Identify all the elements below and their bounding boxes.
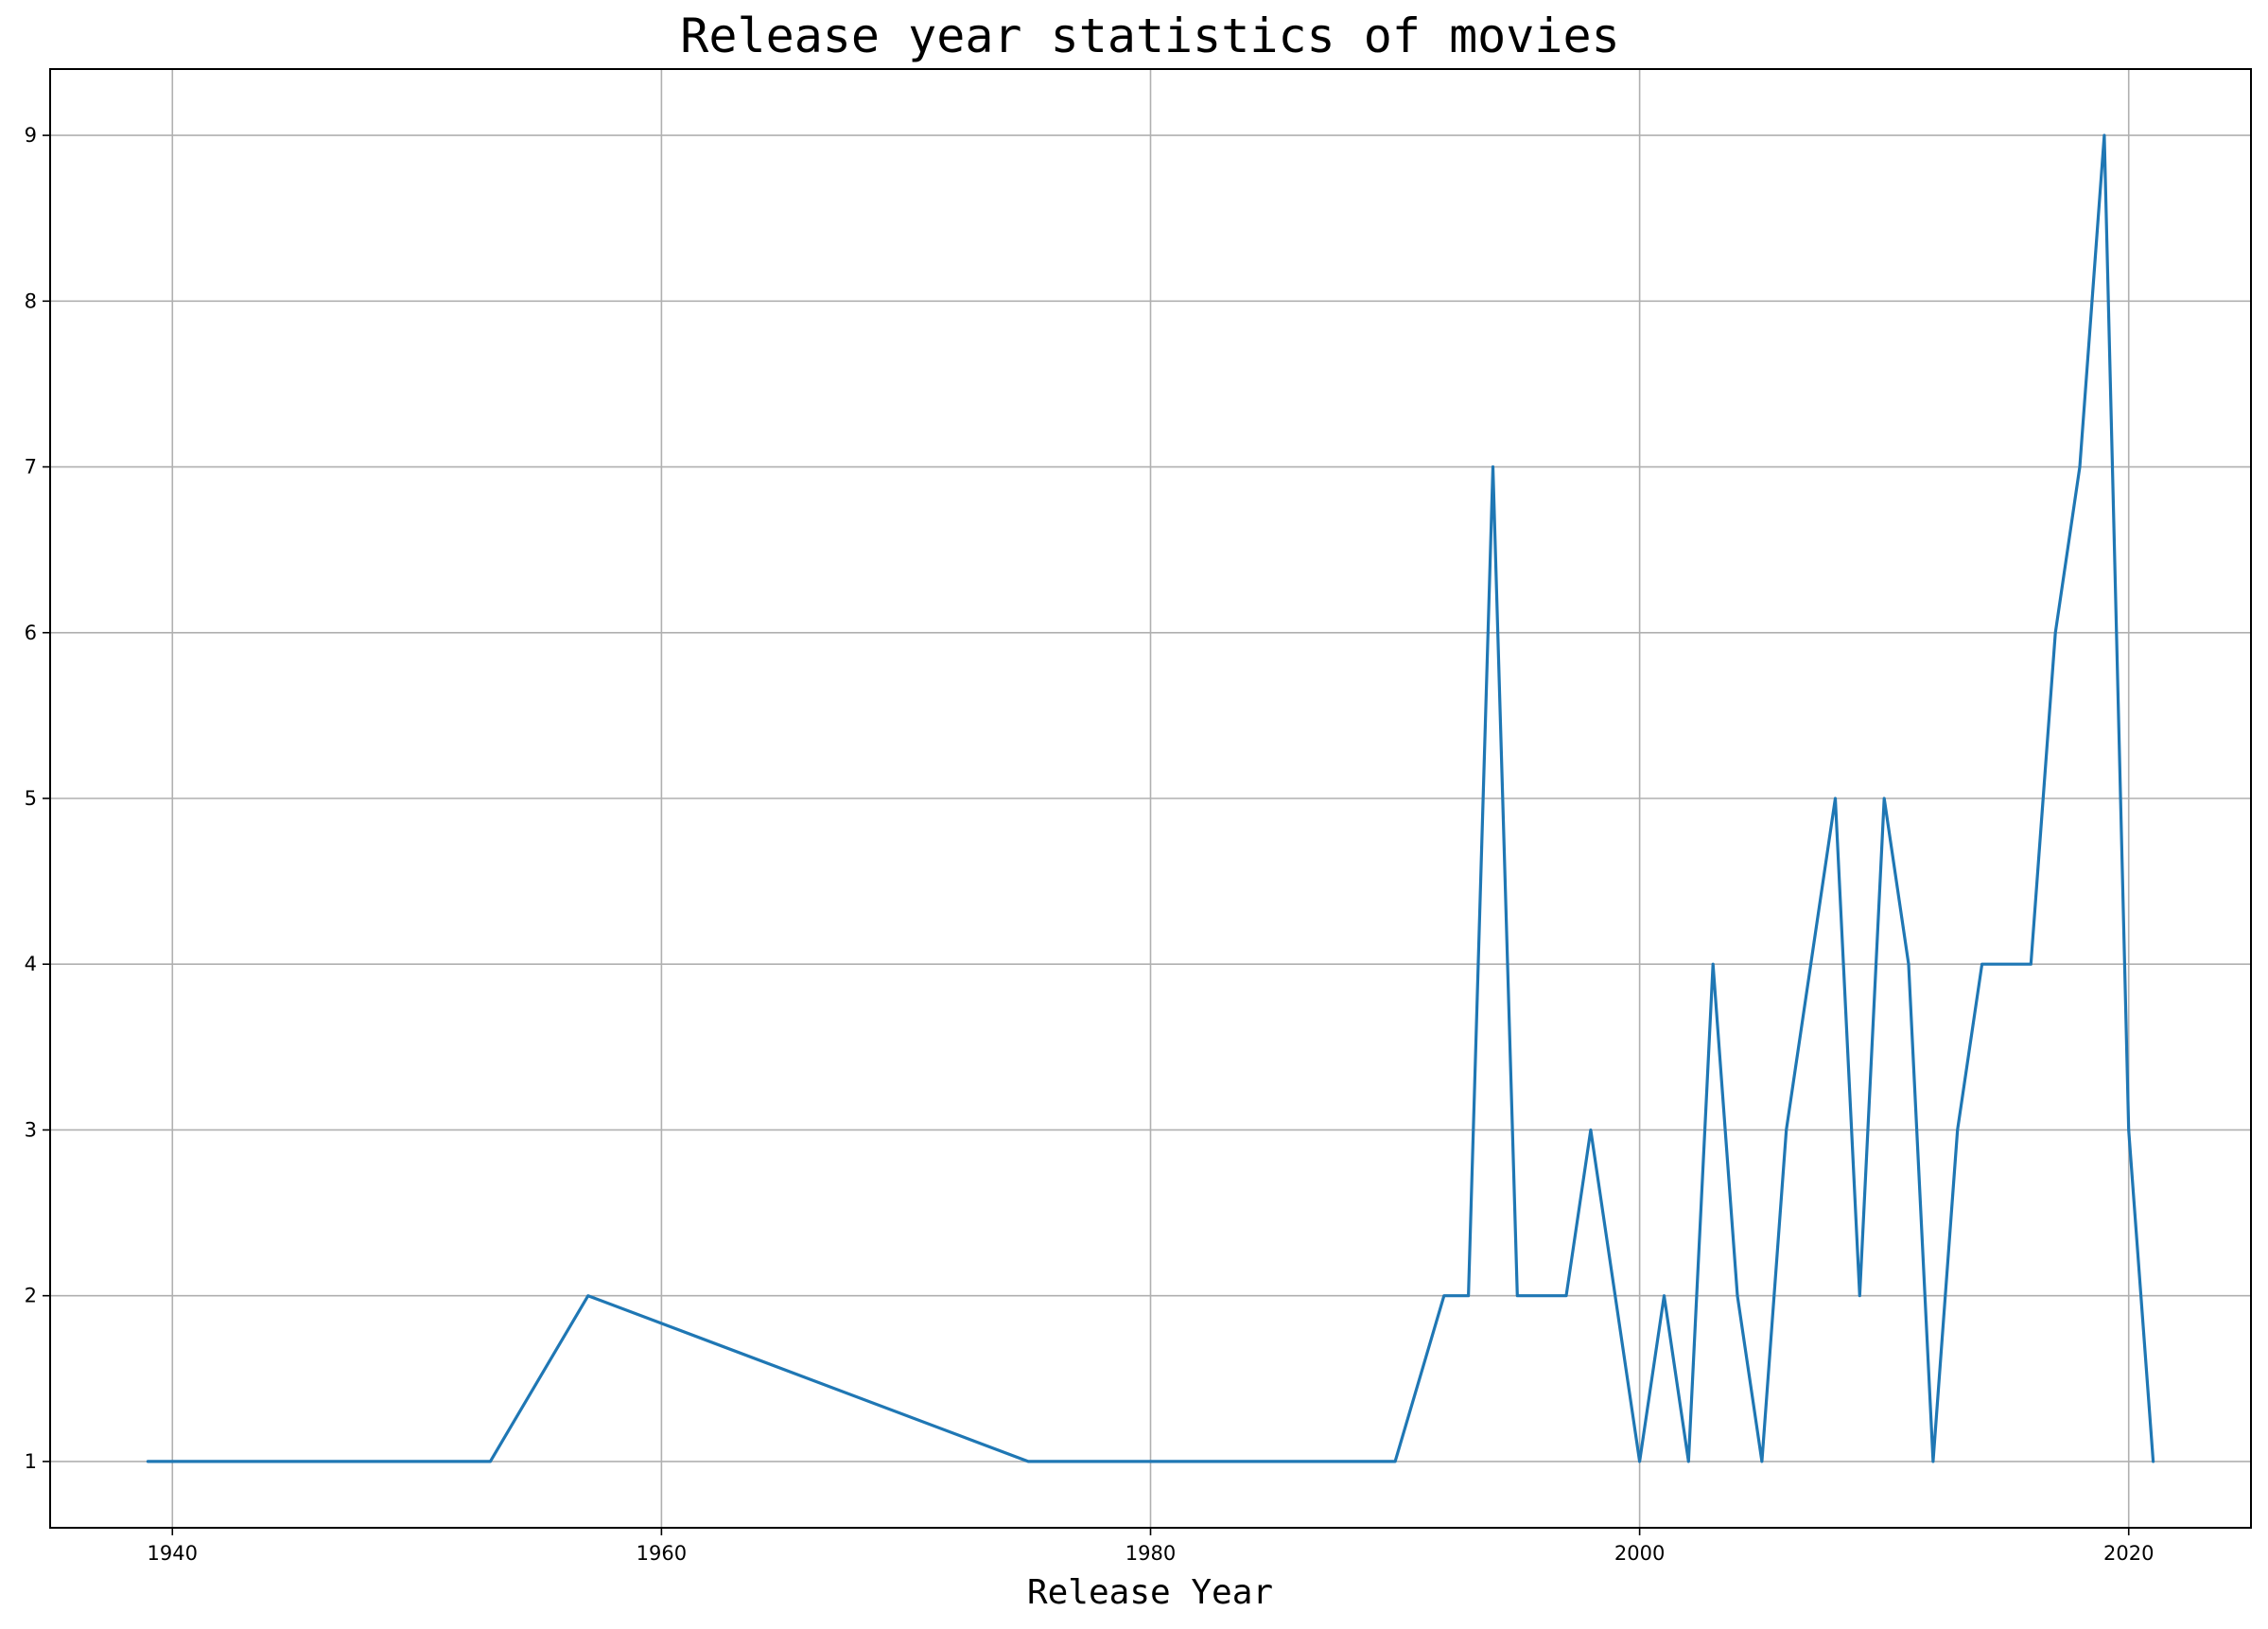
y-tick-label: 5 xyxy=(25,787,37,810)
x-axis: 1940 1960 1980 2000 2020 xyxy=(148,1528,2154,1565)
x-tick-label: 2020 xyxy=(2103,1542,2154,1565)
y-tick-label: 3 xyxy=(25,1118,37,1141)
y-tick-label: 2 xyxy=(25,1285,37,1307)
y-axis: 1 2 3 4 5 6 7 8 9 xyxy=(25,124,50,1473)
series-layer xyxy=(146,133,2155,1463)
x-tick-label: 1940 xyxy=(148,1542,198,1565)
y-tick-label: 8 xyxy=(25,289,37,312)
y-tick-label: 6 xyxy=(25,622,37,644)
chart-title: Release year statistics of movies xyxy=(680,9,1619,63)
x-tick-label: 1980 xyxy=(1125,1542,1176,1565)
x-tick-label: 1960 xyxy=(637,1542,687,1565)
y-tick-label: 1 xyxy=(25,1450,37,1473)
x-axis-label: Release Year xyxy=(1027,1573,1273,1612)
x-tick-label: 2000 xyxy=(1614,1542,1665,1565)
y-tick-label: 4 xyxy=(25,953,37,975)
grid xyxy=(50,69,2251,1528)
y-tick-label: 7 xyxy=(25,456,37,479)
series-line xyxy=(146,133,2155,1463)
y-tick-label: 9 xyxy=(25,124,37,147)
